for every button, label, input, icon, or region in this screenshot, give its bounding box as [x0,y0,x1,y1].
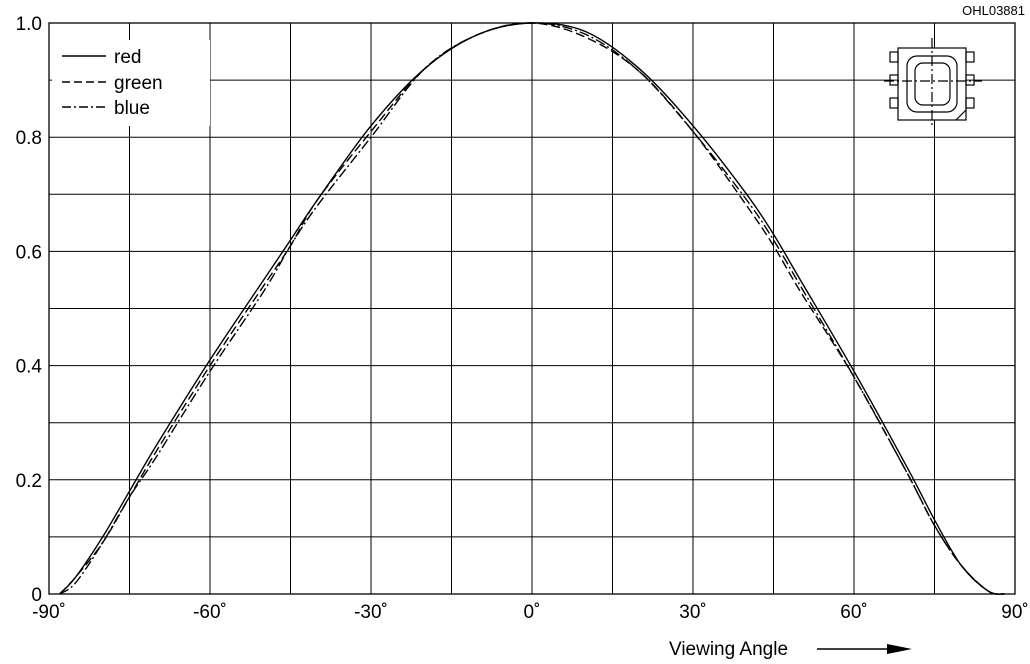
y-tick-label: 0.6 [16,242,42,263]
legend-label-blue: blue [114,98,150,119]
x-axis-label: Viewing Angle [669,639,788,660]
y-tick-labels: 0 0.2 0.4 0.6 0.8 1.0 [16,14,43,606]
series-line-blue [59,22,1005,595]
x-tick-labels: -90˚ -60˚ -30˚ 0˚ 30˚ 60˚ 90˚ [32,602,1029,623]
led-package-icon [884,38,982,126]
legend: red green blue [52,40,210,126]
x-axis-arrow-icon [817,644,912,654]
x-tick-label: 30˚ [679,602,706,623]
figure-code: OHL03881 [962,3,1025,18]
legend-label-green: green [114,73,163,94]
series-curves [59,22,1005,595]
legend-background [52,40,210,126]
y-tick-label: 0.8 [16,128,42,149]
x-tick-label: -90˚ [32,602,66,623]
y-tick-label: 0.2 [16,471,42,492]
x-tick-label: 60˚ [840,602,867,623]
x-tick-label: 0˚ [524,602,541,623]
legend-label-red: red [114,47,141,68]
x-tick-label: -60˚ [193,602,227,623]
figure-code-background [960,2,1028,19]
y-tick-label: 0.4 [16,357,43,378]
x-tick-label: 90˚ [1001,602,1028,623]
y-tick-label: 0 [31,585,42,606]
x-tick-label: -30˚ [354,602,388,623]
y-tick-label: 1.0 [16,14,42,35]
